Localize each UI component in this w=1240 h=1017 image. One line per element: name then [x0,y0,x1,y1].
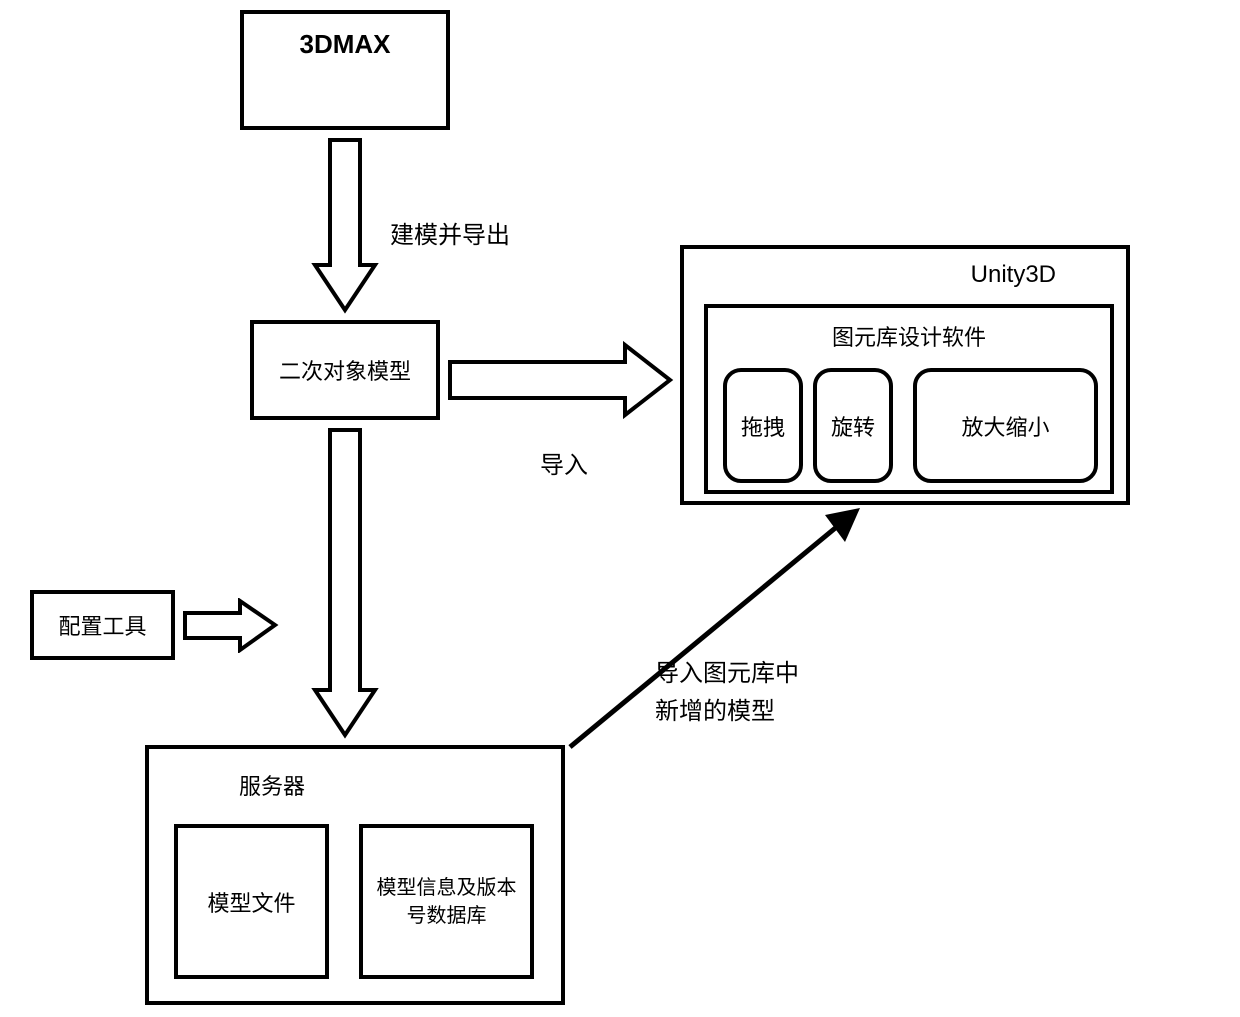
label-e5-line2: 新增的模型 [655,698,775,725]
node-config-label: 配置工具 [58,609,146,641]
btn-rotate-label: 旋转 [831,410,875,442]
node-model-label: 二次对象模型 [279,354,411,386]
btn-drag: 拖拽 [723,368,803,483]
btn-zoom: 放大缩小 [913,368,1098,483]
arrow-e2 [445,340,675,420]
node-unity-label: Unity3D [971,261,1056,289]
node-3dmax: 3DMAX [240,10,450,130]
unity-inner-label: 图元库设计软件 [832,320,986,352]
arrow-e3 [310,425,380,740]
btn-zoom-label: 放大缩小 [961,410,1049,442]
unity-inner: 图元库设计软件 拖拽 旋转 放大缩小 [704,304,1114,494]
node-model: 二次对象模型 [250,320,440,420]
label-e5-line1: 导入图元库中 [655,660,799,687]
arrow-e1 [310,135,380,315]
node-unity: Unity3D 图元库设计软件 拖拽 旋转 放大缩小 [680,245,1130,505]
label-e5: 导入图元库中 新增的模型 [655,655,799,732]
node-server: 服务器 模型文件 模型信息及版本号数据库 [145,745,565,1005]
node-server-label: 服务器 [239,769,305,801]
node-config: 配置工具 [30,590,175,660]
srv-db: 模型信息及版本号数据库 [359,824,534,979]
label-e2: 导入 [540,445,588,480]
label-e1: 建模并导出 [390,215,510,250]
btn-rotate: 旋转 [813,368,893,483]
btn-drag-label: 拖拽 [741,410,785,442]
srv-files: 模型文件 [174,824,329,979]
srv-files-label: 模型文件 [207,886,295,918]
srv-db-label: 模型信息及版本号数据库 [373,874,520,930]
arrow-e4 [180,598,280,653]
node-3dmax-label: 3DMAX [299,29,390,60]
